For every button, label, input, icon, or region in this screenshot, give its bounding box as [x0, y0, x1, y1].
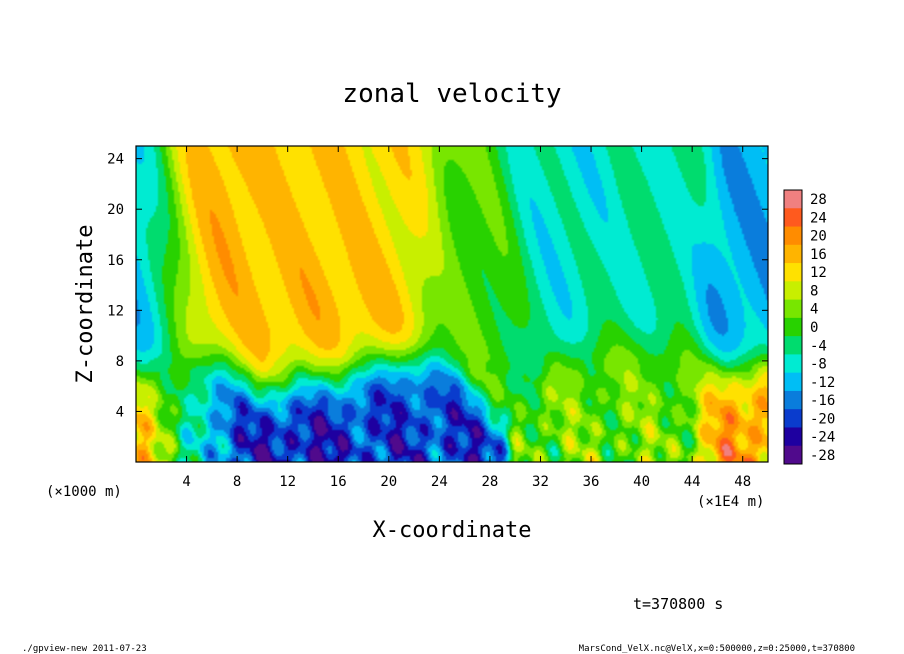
y-tick-label-3: 16	[107, 253, 124, 269]
colorbar-label-5: 8	[810, 283, 818, 299]
footer-right: MarsCond_VelX.nc@VelX,x=0:500000,z=0:250…	[579, 644, 855, 654]
x-tick-label-10: 44	[684, 474, 701, 490]
x-unit-label: (×1E4 m)	[697, 494, 764, 510]
colorbar-swatch-3	[784, 244, 802, 264]
x-tick-label-11: 48	[734, 474, 751, 490]
plot-area	[135, 145, 769, 463]
colorbar-swatch-2	[784, 226, 802, 246]
colorbar-swatch-4	[784, 263, 802, 282]
y-axis-ticks: 4 8 12 16 20 24	[107, 152, 768, 420]
plot-frame	[135, 145, 769, 463]
x-tick-label-1: 8	[233, 474, 241, 490]
colorbar-label-10: -12	[810, 375, 835, 391]
colorbar-swatch-6	[784, 299, 802, 319]
x-tick-label-0: 4	[182, 474, 190, 490]
x-tick-label-7: 32	[532, 474, 549, 490]
colorbar-label-8: -4	[810, 338, 827, 354]
x-tick-label-5: 24	[431, 474, 448, 490]
colorbar-label-0: 28	[810, 192, 827, 208]
x-tick-label-2: 12	[279, 474, 296, 490]
colorbar-label-9: -8	[810, 357, 827, 373]
colorbar-swatch-14	[784, 445, 802, 465]
colorbar-label-6: 4	[810, 302, 818, 318]
colorbar-frame	[783, 189, 803, 465]
colorbar-label-4: 12	[810, 265, 827, 281]
colorbar-swatch-8	[784, 336, 802, 355]
colorbar-swatch-10	[784, 372, 802, 392]
colorbar-swatch-0	[784, 190, 802, 209]
time-label: t=370800 s	[633, 595, 723, 613]
colorbar-label-1: 24	[810, 210, 827, 226]
x-axis-ticks: 4 8 12 16 20 24 28 32 36 40 44 48	[182, 146, 751, 490]
colorbar-label-14: -28	[810, 448, 835, 464]
footer-left: ./gpview-new 2011-07-23	[22, 644, 147, 654]
y-tick-label-2: 12	[107, 303, 124, 319]
colorbar-swatch-1	[784, 208, 802, 228]
y-tick-label-4: 20	[107, 202, 124, 218]
colorbar-label-7: 0	[810, 320, 818, 336]
colorbar-label-3: 16	[810, 247, 827, 263]
colorbar-swatch-7	[784, 317, 802, 337]
y-tick-label-0: 4	[116, 404, 124, 420]
x-tick-label-8: 36	[583, 474, 600, 490]
colorbar: 28 24 20 16 12 8 4 0 -4 -8 -12 -16 -20 -24 -28	[783, 189, 835, 465]
colorbar-label-2: 20	[810, 229, 827, 245]
heatmap-field	[136, 146, 768, 462]
x-axis-label: X-coordinate	[373, 518, 532, 543]
x-tick-label-9: 40	[633, 474, 650, 490]
colorbar-swatch-13	[784, 427, 802, 447]
colorbar-swatch-11	[784, 390, 802, 410]
x-tick-label-4: 20	[380, 474, 397, 490]
y-axis-label: Z-coordinate	[73, 225, 98, 384]
y-tick-label-5: 24	[107, 152, 124, 168]
y-unit-label: (×1000 m)	[46, 484, 122, 500]
colorbar-label-11: -16	[810, 393, 835, 409]
colorbar-label-12: -20	[810, 411, 835, 427]
chart-title: zonal velocity	[342, 79, 561, 109]
x-tick-label-3: 16	[330, 474, 347, 490]
colorbar-swatch-5	[784, 281, 802, 301]
colorbar-swatch-9	[784, 354, 802, 374]
x-tick-label-6: 28	[481, 474, 498, 490]
y-tick-label-1: 8	[116, 354, 124, 370]
colorbar-label-13: -24	[810, 430, 835, 446]
colorbar-swatch-12	[784, 409, 802, 428]
